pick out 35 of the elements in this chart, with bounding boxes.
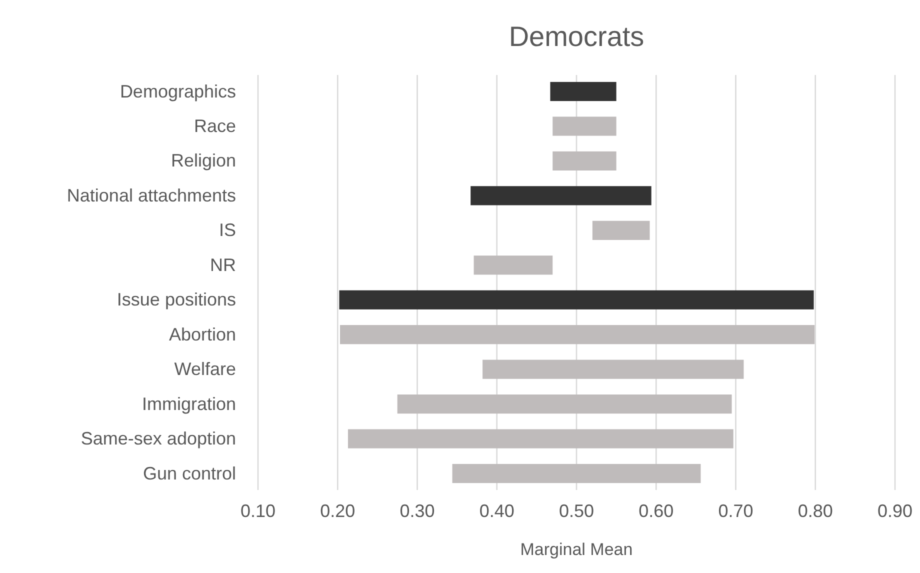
- bar: [397, 394, 732, 414]
- y-tick-label: IS: [218, 220, 236, 240]
- bar: [348, 429, 734, 448]
- y-tick-label: National attachments: [66, 185, 236, 206]
- y-tick-label: Race: [194, 116, 236, 136]
- x-tick-label: 0.70: [718, 500, 754, 521]
- bar: [340, 325, 815, 344]
- x-axis-title: Marginal Mean: [520, 540, 633, 559]
- y-tick-label: Religion: [170, 150, 236, 171]
- y-tick-label: NR: [210, 254, 236, 275]
- bar: [552, 116, 616, 136]
- y-tick-label: Welfare: [174, 359, 236, 380]
- x-tick-label: 0.90: [877, 500, 913, 521]
- bar: [482, 360, 744, 379]
- bar: [339, 290, 814, 310]
- x-tick-label: 0.60: [638, 500, 674, 521]
- y-tick-label: Abortion: [168, 324, 236, 344]
- y-tick-label: Demographics: [120, 81, 236, 102]
- x-tick-label: 0.80: [798, 500, 833, 521]
- y-tick-label: Gun control: [142, 463, 236, 484]
- bar: [452, 464, 701, 484]
- bar: [474, 256, 553, 275]
- y-tick-label: Issue positions: [116, 290, 236, 310]
- x-tick-label: 0.50: [558, 500, 594, 521]
- x-tick-label: 0.40: [479, 500, 514, 521]
- x-tick-label: 0.10: [240, 500, 276, 521]
- bar: [592, 220, 650, 240]
- y-tick-label: Immigration: [142, 394, 236, 414]
- bar: [550, 82, 616, 102]
- x-tick-label: 0.30: [400, 500, 435, 521]
- chart-title: Democrats: [508, 21, 644, 52]
- bar: [470, 186, 652, 206]
- x-tick-label: 0.20: [320, 500, 356, 521]
- bar: [552, 151, 616, 170]
- y-tick-label: Same-sex adoption: [80, 428, 236, 449]
